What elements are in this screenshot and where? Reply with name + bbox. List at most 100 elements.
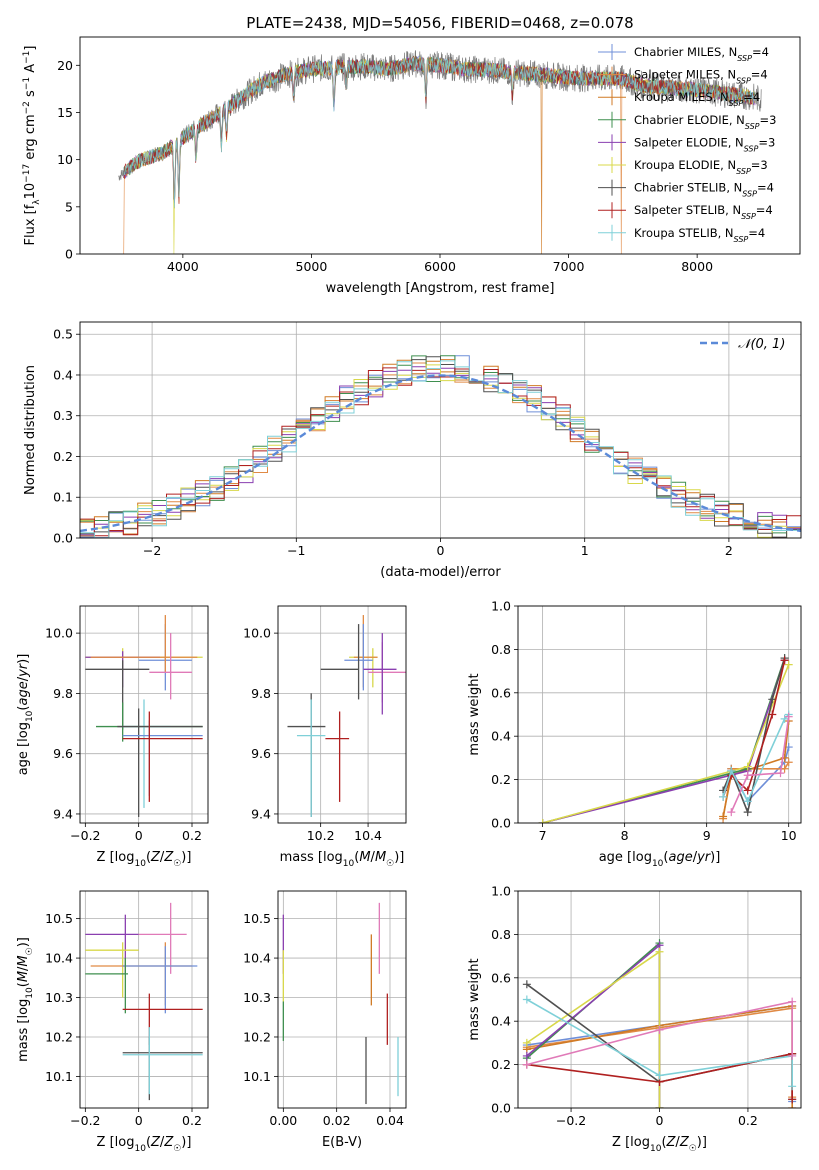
x-tick-label: −0.2 bbox=[556, 1113, 586, 1128]
mass_vs_ebv-points bbox=[282, 902, 399, 1105]
weight-marker bbox=[719, 792, 728, 801]
weight-series bbox=[542, 664, 790, 823]
x-axis-label: Z [log10(Z/Z☉)] bbox=[612, 1135, 707, 1154]
y-tick-label: 9.6 bbox=[53, 746, 73, 761]
y-tick-label: 0 bbox=[65, 247, 73, 262]
weight-series bbox=[526, 943, 661, 1108]
x-tick-label: 7 bbox=[539, 828, 547, 843]
mass_vs_Z-frame bbox=[79, 890, 209, 1109]
spectrum-lines bbox=[118, 50, 762, 254]
y-tick-label: 10.5 bbox=[45, 911, 73, 926]
weight-marker bbox=[784, 758, 793, 767]
weight-marker bbox=[727, 766, 736, 775]
errorbar-point bbox=[85, 914, 139, 974]
y-tick-label: 0.4 bbox=[53, 367, 73, 382]
weight-marker bbox=[655, 1025, 664, 1034]
legend-entry: Kroupa STELIB, NSSP=4 bbox=[634, 226, 765, 244]
weight_vs_age-axes: 7 8 9 10 0.0 0.2 0.4 0.6 0.8 1.0 bbox=[491, 599, 801, 843]
y-axis-label: mass weight bbox=[467, 673, 482, 755]
spectrum-axes: 4000 5000 6000 7000 8000 0 5 10 15 20 bbox=[57, 58, 713, 274]
residuals-frame bbox=[79, 321, 802, 539]
weight-marker bbox=[788, 1082, 797, 1091]
y-tick-label: 1.0 bbox=[491, 599, 511, 614]
y-tick-label: 10.4 bbox=[45, 951, 73, 966]
y-tick-label: 0.4 bbox=[491, 729, 511, 744]
x-tick-label: 0.2 bbox=[182, 1113, 202, 1128]
weight-series bbox=[526, 1000, 793, 1066]
x-tick-label: 0 bbox=[656, 1113, 664, 1128]
mass_vs_ebv-frame bbox=[277, 890, 407, 1109]
weight-marker bbox=[784, 660, 793, 669]
legend-entry: Chabrier STELIB, NSSP=4 bbox=[634, 181, 774, 199]
x-tick-label: 0.04 bbox=[376, 1113, 404, 1128]
y-tick-label: 5 bbox=[65, 199, 73, 214]
spectrum-legend: Chabrier MILES, NSSP=4 Salpeter MILES, NS… bbox=[598, 44, 776, 243]
legend-entry: Chabrier ELODIE, NSSP=3 bbox=[634, 113, 776, 131]
errorbar-point bbox=[90, 615, 198, 673]
legend-entry: Kroupa ELODIE, NSSP=3 bbox=[634, 158, 768, 176]
mass_vs_ebv-axes: 0.00 0.02 0.04 10.1 10.2 10.3 10.4 10.5 bbox=[243, 891, 406, 1128]
weight-marker bbox=[743, 786, 752, 795]
y-tick-label: 0.0 bbox=[53, 531, 73, 546]
y-tick-label: 0.6 bbox=[491, 685, 511, 700]
legend-entry: 𝒩(0, 1) bbox=[738, 337, 785, 352]
errorbar-point bbox=[122, 1036, 203, 1101]
y-tick-label: 10.0 bbox=[45, 626, 73, 641]
errorbar-point bbox=[320, 624, 360, 700]
weight-marker bbox=[780, 656, 789, 665]
y-tick-label: 10.1 bbox=[243, 1069, 271, 1084]
x-tick-label: 2 bbox=[725, 543, 733, 558]
x-tick-label: 6000 bbox=[424, 259, 456, 274]
errorbar-point bbox=[117, 708, 203, 817]
x-tick-label: 0.02 bbox=[323, 1113, 351, 1128]
weight-marker bbox=[788, 1051, 797, 1060]
mass_vs_Z-points bbox=[85, 902, 203, 1101]
weight-marker bbox=[538, 819, 547, 823]
x-axis-label: Z [log10(Z/Z☉)] bbox=[97, 850, 192, 869]
x-tick-label: −1 bbox=[287, 543, 305, 558]
x-tick-label: −0.2 bbox=[70, 828, 100, 843]
weight-marker bbox=[784, 712, 793, 721]
y-tick-label: 0.3 bbox=[53, 408, 73, 423]
x-tick-label: 0.00 bbox=[269, 1113, 297, 1128]
errorbar-point bbox=[353, 615, 378, 688]
weight-marker bbox=[522, 1038, 531, 1047]
weight-marker bbox=[768, 710, 777, 719]
x-tick-label: 0 bbox=[437, 543, 445, 558]
y-tick-label: 0.1 bbox=[53, 490, 73, 505]
residuals-axes: −2 −1 0 1 2 0.0 0.1 0.2 0.3 0.4 0.5 bbox=[53, 322, 801, 558]
weight-marker bbox=[727, 808, 736, 817]
y-tick-label: 0.2 bbox=[53, 449, 73, 464]
errorbar-point bbox=[122, 946, 198, 1014]
x-tick-label: 0.2 bbox=[738, 1113, 758, 1128]
x-tick-label: 0 bbox=[135, 828, 143, 843]
weight-marker bbox=[743, 808, 752, 817]
y-tick-label: 9.4 bbox=[251, 806, 271, 821]
y-tick-label: 9.8 bbox=[53, 686, 73, 701]
errorbar-point bbox=[122, 1027, 203, 1095]
y-tick-label: 0.5 bbox=[53, 327, 73, 342]
age_vs_Z-axes: −0.2 0 0.2 9.4 9.6 9.8 10.0 bbox=[45, 606, 208, 843]
weight-marker bbox=[522, 980, 531, 989]
y-tick-label: 0.0 bbox=[491, 1101, 511, 1116]
y-axis-label: Flux [fλ10−17 erg cm−2 s−1 A−1] bbox=[22, 46, 42, 246]
y-tick-label: 0.0 bbox=[491, 816, 511, 831]
weight-marker bbox=[655, 1071, 664, 1080]
weight-marker bbox=[788, 997, 797, 1006]
errorbar-point bbox=[363, 633, 397, 715]
legend-entry: Salpeter STELIB, NSSP=4 bbox=[634, 203, 773, 221]
x-tick-label: 8000 bbox=[681, 259, 713, 274]
x-axis-label: age [log10(age/yr)] bbox=[599, 850, 721, 869]
x-tick-label: 0.2 bbox=[182, 828, 202, 843]
weight-marker bbox=[655, 1104, 664, 1108]
weight_vs_Z-lines bbox=[522, 939, 797, 1108]
x-tick-label: 0 bbox=[135, 1113, 143, 1128]
weight-marker bbox=[719, 812, 728, 821]
x-tick-label: 10.2 bbox=[307, 828, 335, 843]
x-axis-label: (data-model)/error bbox=[380, 565, 501, 580]
y-axis-label: Normed distribution bbox=[23, 365, 38, 495]
weight-marker bbox=[743, 797, 752, 806]
y-tick-label: 20 bbox=[57, 58, 73, 73]
y-tick-label: 0.2 bbox=[491, 1057, 511, 1072]
